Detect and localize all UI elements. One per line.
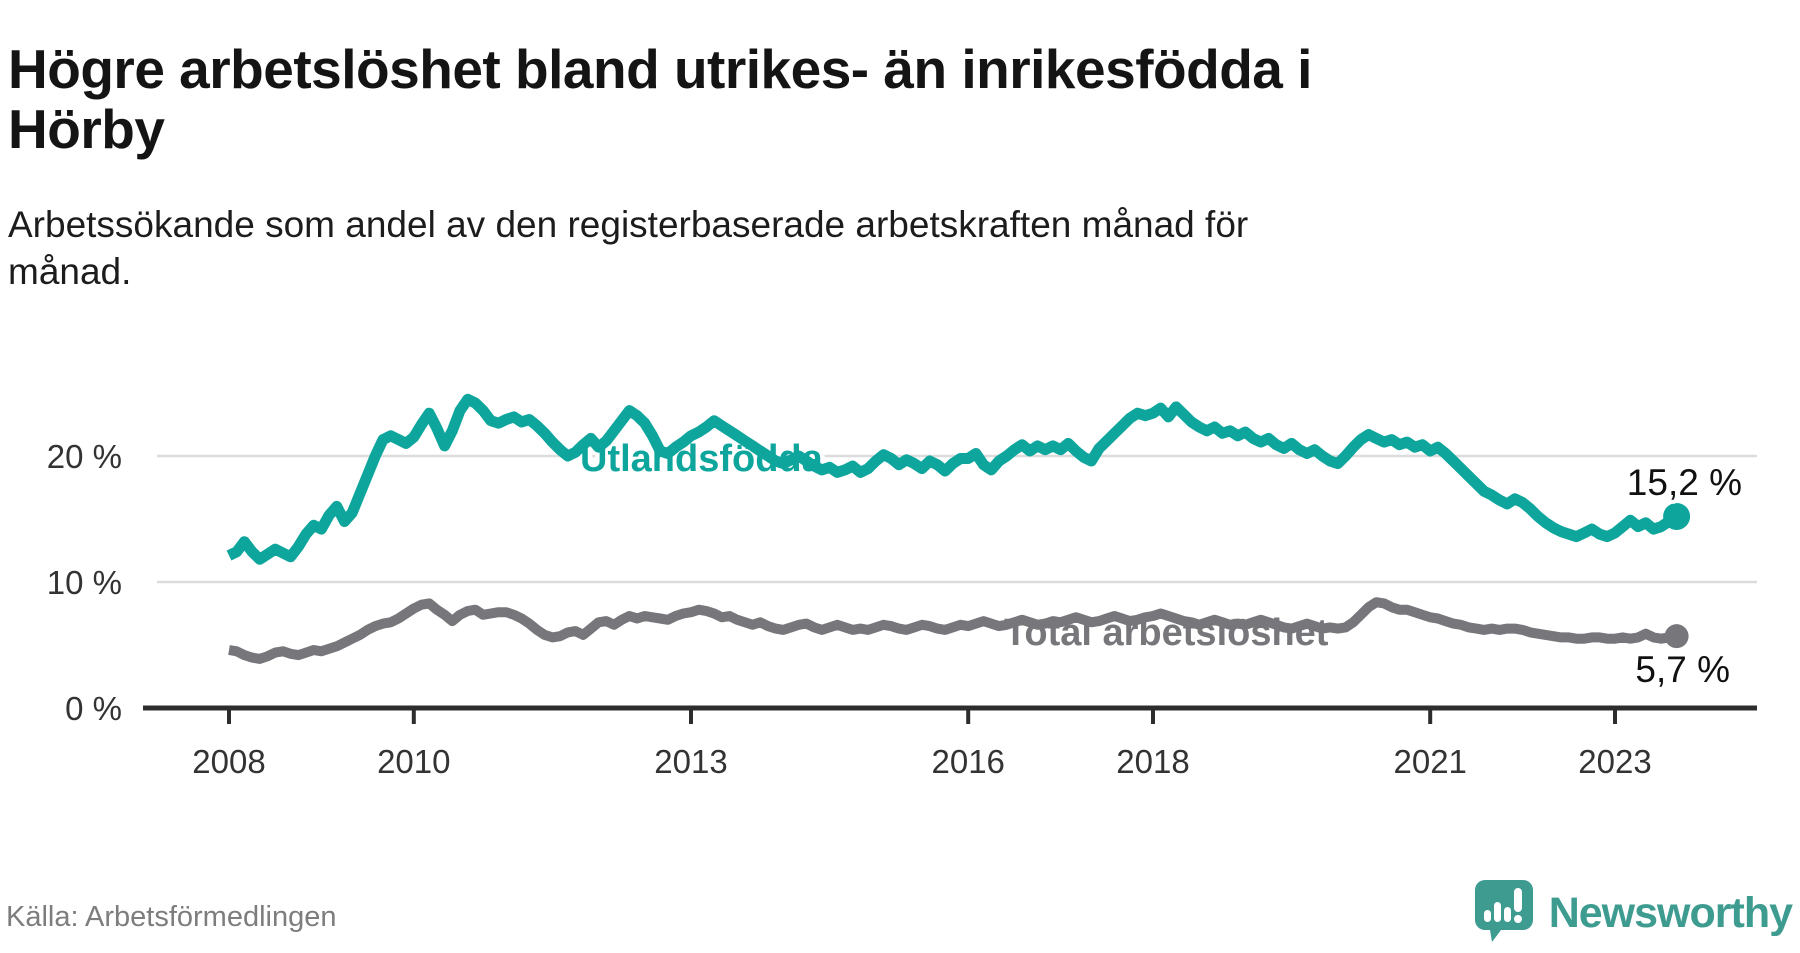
bar-1 bbox=[1483, 909, 1491, 922]
y-axis-tick-label: 20 % bbox=[47, 438, 122, 475]
line-utlandsfodda bbox=[226, 393, 1680, 565]
x-axis-tick-label: 2021 bbox=[1393, 743, 1466, 780]
line-total bbox=[228, 597, 1678, 664]
end-value-label: 15,2 % bbox=[1627, 462, 1742, 503]
newsworthy-brand: Newsworthy bbox=[1473, 878, 1793, 949]
series-label: Total arbetslöshet bbox=[1004, 612, 1329, 654]
y-axis-tick-label: 10 % bbox=[47, 564, 122, 601]
end-value-label: 5,7 % bbox=[1635, 649, 1730, 690]
source-note: Källa: Arbetsförmedlingen bbox=[6, 901, 337, 933]
exclamation-bar bbox=[1513, 887, 1522, 912]
x-axis-tick-label: 2010 bbox=[377, 743, 450, 780]
newsworthy-logo-icon bbox=[1473, 878, 1535, 949]
x-axis-tick-label: 2016 bbox=[931, 743, 1004, 780]
x-axis-tick-label: 2023 bbox=[1578, 743, 1651, 780]
bar-3 bbox=[1503, 906, 1511, 922]
x-axis-tick-label: 2013 bbox=[654, 743, 727, 780]
end-dot bbox=[1664, 624, 1689, 649]
chart-subtitle: Arbetssökande som andel av den registerb… bbox=[8, 204, 1249, 292]
exclamation-dot bbox=[1513, 914, 1522, 923]
y-axis-tick-label: 0 % bbox=[65, 690, 122, 727]
bar-2 bbox=[1493, 901, 1501, 922]
x-axis-tick-label: 2018 bbox=[1116, 743, 1189, 780]
brand-name: Newsworthy bbox=[1548, 888, 1793, 937]
end-dot bbox=[1663, 502, 1691, 530]
x-axis-tick-label: 2008 bbox=[192, 743, 265, 780]
page-title: Högre arbetslöshet bland utrikes- än inr… bbox=[8, 37, 1312, 160]
